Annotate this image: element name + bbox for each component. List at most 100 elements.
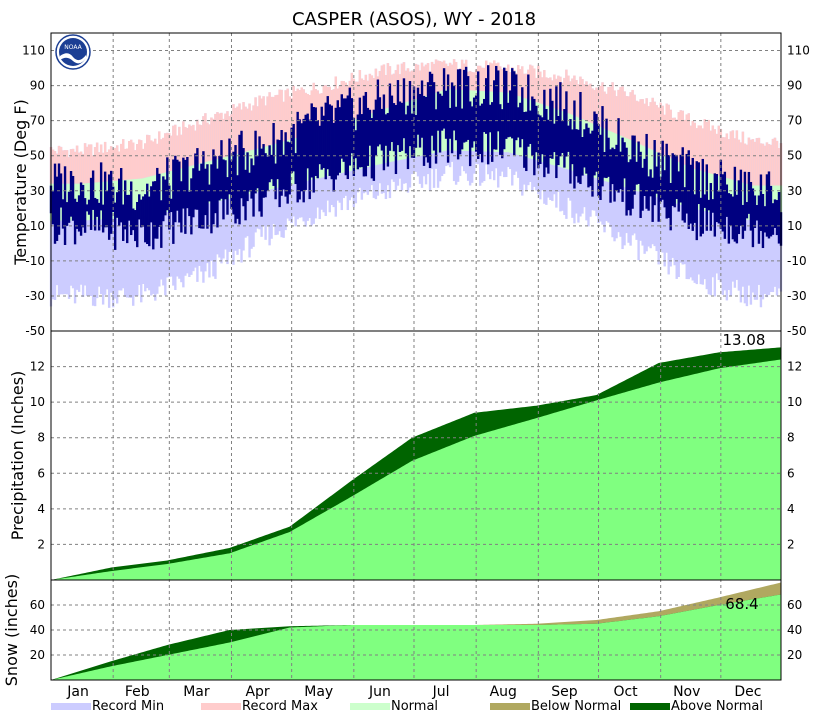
record-max-bar <box>384 75 388 109</box>
observed-temp-bar <box>182 157 185 209</box>
observed-temp-bar <box>97 202 101 231</box>
observed-temp-bar <box>302 118 305 203</box>
record-max-bar <box>547 78 550 107</box>
record-max-bar <box>398 74 402 105</box>
record-max-bar <box>491 63 494 92</box>
observed-temp-bar <box>507 102 510 138</box>
observed-temp-bar <box>408 81 412 147</box>
record-max-bar <box>75 145 79 184</box>
observed-temp-bar <box>472 97 476 142</box>
record-max-bar <box>769 144 773 186</box>
legend-label: Above Normal <box>671 699 763 714</box>
record-max-bar <box>509 72 512 94</box>
record-max-bar <box>228 116 231 156</box>
month-label: Mar <box>183 684 210 700</box>
record-max-bar <box>216 112 219 160</box>
normal-bar <box>97 182 101 220</box>
observed-temp-bar <box>695 161 698 241</box>
record-max-bar <box>111 148 115 182</box>
observed-temp-bar <box>501 109 504 159</box>
observed-temp-bar <box>67 191 71 223</box>
record-max-bar <box>444 63 448 90</box>
record-max-bar <box>529 64 532 101</box>
observed-temp-bar <box>336 100 339 176</box>
observed-temp-bar <box>244 169 247 221</box>
record-max-bar <box>236 106 239 154</box>
observed-temp-bar <box>763 206 767 233</box>
record-max-bar <box>154 138 157 176</box>
legend-label: Record Max <box>242 699 318 714</box>
observed-temp-bar <box>478 105 482 154</box>
record-max-bar <box>601 82 604 128</box>
normal-bar <box>707 172 710 212</box>
record-max-bar <box>222 118 225 158</box>
record-max-bar <box>725 133 729 179</box>
record-max-bar <box>685 114 688 166</box>
snow-ylabel: Snow (inches) <box>2 574 21 686</box>
record-max-bar <box>607 87 610 131</box>
record-max-bar <box>438 61 442 92</box>
observed-temp-bar <box>73 198 77 245</box>
observed-temp-bar <box>111 186 115 212</box>
record-max-bar <box>83 143 87 184</box>
observed-temp-bar <box>69 171 73 217</box>
legend-label: Below Normal <box>531 699 621 714</box>
observed-temp-bar <box>631 135 634 209</box>
record-max-bar <box>150 140 153 177</box>
record-max-bar <box>575 80 578 117</box>
temperature-ytick-left: -10 <box>25 254 45 268</box>
observed-temp-bar <box>777 192 781 244</box>
record-max-bar <box>721 137 725 177</box>
record-max-bar <box>593 89 596 125</box>
record-max-bar <box>563 77 566 112</box>
precipitation-ytick-right: 6 <box>787 466 795 480</box>
precipitation-ytick-left: 10 <box>30 395 45 409</box>
observed-temp-bar <box>464 66 468 142</box>
observed-temp-bar <box>109 170 113 234</box>
month-label: Feb <box>125 684 150 700</box>
observed-temp-bar <box>394 104 398 175</box>
observed-temp-bar <box>192 168 195 218</box>
observed-temp-bar <box>270 154 273 180</box>
snow-ytick-right: 20 <box>787 648 802 662</box>
observed-temp-bar <box>232 151 235 215</box>
observed-temp-bar <box>571 129 574 165</box>
observed-temp-bar <box>567 125 570 152</box>
record-max-bar <box>160 139 163 174</box>
record-max-bar <box>354 81 358 119</box>
observed-temp-bar <box>499 104 502 155</box>
record-max-bar <box>489 62 492 92</box>
record-max-bar <box>418 70 422 98</box>
observed-temp-bar <box>234 145 237 224</box>
observed-temp-bar <box>757 195 761 244</box>
record-max-bar <box>322 85 325 130</box>
observed-temp-bar <box>719 159 723 229</box>
precipitation-panel <box>51 347 781 580</box>
normal-bar <box>122 180 125 219</box>
record-max-bar <box>144 143 147 178</box>
observed-temp-bar <box>117 178 121 226</box>
observed-temp-bar <box>172 159 175 244</box>
normal-bar <box>755 185 759 221</box>
precipitation-ytick-right: 12 <box>787 360 802 374</box>
record-max-bar <box>292 85 295 139</box>
temperature-ytick-right: -50 <box>787 324 807 338</box>
record-max-bar <box>65 150 69 184</box>
record-max-bar <box>250 110 253 151</box>
observed-temp-bar <box>164 179 167 216</box>
record-max-bar <box>196 119 199 165</box>
observed-temp-bar <box>593 111 596 176</box>
record-max-bar <box>679 110 682 164</box>
record-max-bar <box>338 85 341 125</box>
observed-temp-bar <box>276 139 279 180</box>
observed-temp-bar <box>533 98 536 176</box>
record-max-bar <box>705 122 708 173</box>
record-max-bar <box>370 75 374 114</box>
record-max-bar <box>567 75 570 114</box>
month-label: Apr <box>245 684 269 700</box>
record-max-bar <box>190 125 193 166</box>
record-max-bar <box>543 70 546 105</box>
snow-panel <box>51 582 781 680</box>
month-label: Nov <box>673 684 700 700</box>
normal-bar <box>140 178 143 218</box>
